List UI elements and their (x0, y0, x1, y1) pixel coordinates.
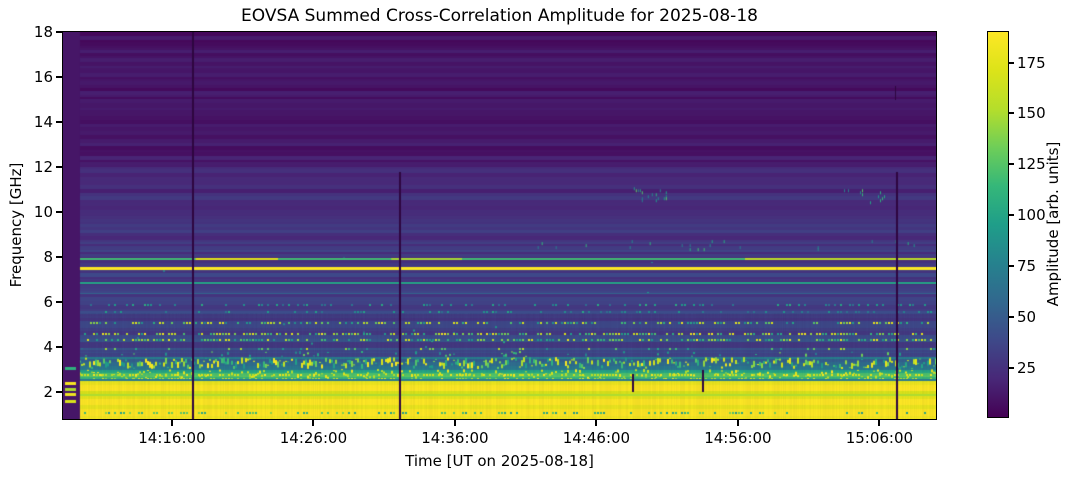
y-tick-mark (56, 76, 62, 78)
colorbar-tick-mark (1009, 265, 1014, 268)
chart-title: EOVSA Summed Cross-Correlation Amplitude… (241, 6, 758, 26)
x-tick-mark (736, 420, 739, 426)
spectrogram-canvas (63, 32, 936, 419)
colorbar-tick-mark (1009, 163, 1014, 166)
x-tick-mark (312, 420, 315, 426)
colorbar-tick-mark (1009, 367, 1014, 370)
colorbar-label: Amplitude [arb. units] (1044, 141, 1062, 307)
y-tick-label: 4 (43, 338, 53, 356)
colorbar-tick-mark (1009, 316, 1014, 319)
colorbar-tick-mark (1009, 214, 1014, 217)
y-tick-label: 6 (43, 293, 53, 311)
y-tick-mark (56, 346, 62, 348)
colorbar-tick-mark (1009, 61, 1014, 64)
x-axis-label: Time [UT on 2025-08-18] (405, 452, 594, 470)
x-tick-mark (453, 420, 456, 426)
colorbar-tick-label: 25 (1017, 359, 1037, 378)
colorbar-tick-label: 150 (1017, 104, 1046, 123)
x-tick-label: 14:46:00 (562, 429, 631, 447)
x-tick-label: 14:26:00 (279, 429, 348, 447)
colorbar-tick-mark (1009, 112, 1014, 115)
x-tick-label: 15:06:00 (845, 429, 914, 447)
y-tick-label: 16 (33, 68, 53, 86)
y-tick-label: 12 (33, 158, 53, 176)
y-tick-mark (56, 31, 62, 33)
y-tick-mark (56, 256, 62, 258)
colorbar-tick-label: 75 (1017, 257, 1037, 276)
x-tick-mark (170, 420, 173, 426)
x-tick-label: 14:16:00 (138, 429, 206, 447)
y-tick-label: 2 (43, 383, 53, 401)
y-tick-mark (56, 211, 62, 213)
colorbar-tick-label: 100 (1017, 206, 1046, 225)
x-tick-label: 14:36:00 (421, 429, 489, 447)
x-tick-label: 14:56:00 (704, 429, 772, 447)
y-tick-mark (56, 391, 62, 393)
x-tick-mark (878, 420, 881, 426)
colorbar-tick-label: 175 (1017, 53, 1046, 72)
y-tick-label: 14 (33, 113, 53, 131)
colorbar (988, 32, 1008, 417)
x-tick-mark (595, 420, 598, 426)
colorbar-tick-label: 125 (1017, 155, 1046, 174)
y-tick-mark (56, 301, 62, 303)
y-axis-label: Frequency [GHz] (7, 162, 25, 288)
colorbar-tick-label: 50 (1017, 308, 1037, 327)
y-tick-label: 8 (43, 248, 53, 266)
y-tick-mark (56, 166, 62, 168)
y-tick-label: 10 (33, 203, 53, 221)
y-tick-mark (56, 121, 62, 123)
y-tick-label: 18 (33, 23, 53, 41)
